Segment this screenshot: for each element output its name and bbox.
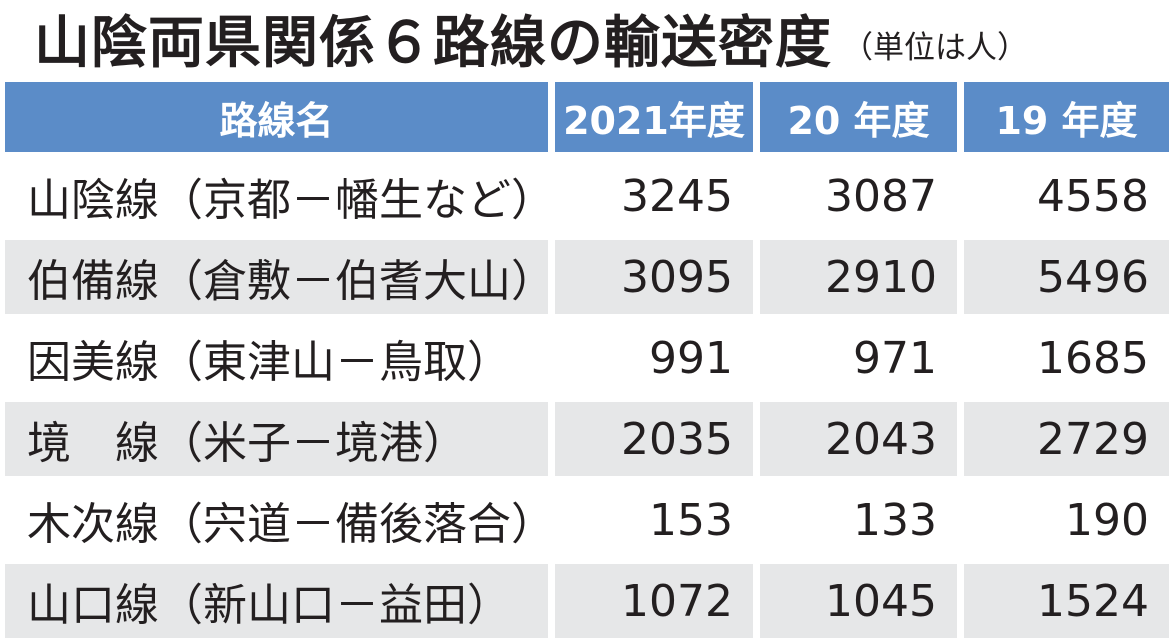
table-row: 境 線（米子－境港） 2035 2043 2729: [5, 395, 1169, 476]
route-name: 伯備線（倉敷－伯耆大山）: [5, 233, 555, 314]
value-fy2019: 1685: [964, 314, 1169, 395]
route-name: 境 線（米子－境港）: [5, 395, 555, 476]
value-fy2020: 133: [760, 476, 964, 557]
table-row: 山口線（新山口－益田） 1072 1045 1524: [5, 557, 1169, 638]
route-name: 山口線（新山口－益田）: [5, 557, 555, 638]
value-fy2020: 2043: [760, 395, 964, 476]
value-fy2019: 4558: [964, 152, 1169, 233]
value-fy2021: 153: [555, 476, 760, 557]
value-fy2021: 2035: [555, 395, 760, 476]
unit-note: （単位は人）: [842, 30, 1028, 66]
value-fy2021: 3095: [555, 233, 760, 314]
header-fy2019: 19 年度: [964, 82, 1169, 152]
header-fy2020: 20 年度: [760, 82, 964, 152]
density-table: 路線名 2021年度 20 年度 19 年度 山陰線（京都－幡生など） 3245…: [5, 82, 1169, 638]
value-fy2019: 1524: [964, 557, 1169, 638]
route-name: 因美線（東津山－鳥取）: [5, 314, 555, 395]
header-fy2021: 2021年度: [555, 82, 760, 152]
table-row: 伯備線（倉敷－伯耆大山） 3095 2910 5496: [5, 233, 1169, 314]
value-fy2020: 1045: [760, 557, 964, 638]
table-row: 山陰線（京都－幡生など） 3245 3087 4558: [5, 152, 1169, 233]
page-title: 山陰両県関係６路線の輸送密度: [34, 11, 832, 76]
header-route: 路線名: [5, 82, 555, 152]
value-fy2019: 5496: [964, 233, 1169, 314]
title-row: 山陰両県関係６路線の輸送密度 （単位は人）: [0, 0, 1169, 80]
value-fy2021: 3245: [555, 152, 760, 233]
header-row: 路線名 2021年度 20 年度 19 年度: [5, 82, 1169, 152]
value-fy2019: 190: [964, 476, 1169, 557]
table-row: 木次線（宍道－備後落合） 153 133 190: [5, 476, 1169, 557]
value-fy2020: 2910: [760, 233, 964, 314]
table-row: 因美線（東津山－鳥取） 991 971 1685: [5, 314, 1169, 395]
value-fy2021: 991: [555, 314, 760, 395]
value-fy2020: 3087: [760, 152, 964, 233]
value-fy2020: 971: [760, 314, 964, 395]
route-name: 木次線（宍道－備後落合）: [5, 476, 555, 557]
value-fy2021: 1072: [555, 557, 760, 638]
route-name: 山陰線（京都－幡生など）: [5, 152, 555, 233]
value-fy2019: 2729: [964, 395, 1169, 476]
